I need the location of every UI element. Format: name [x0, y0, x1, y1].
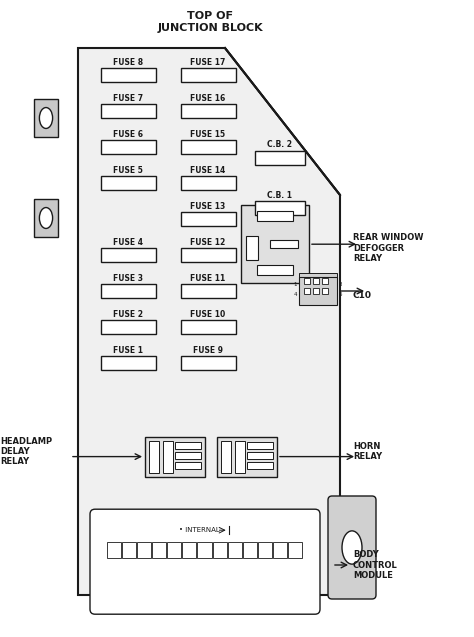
- Bar: [247, 441, 273, 448]
- Bar: [243, 542, 257, 558]
- Bar: [246, 236, 258, 260]
- Bar: [255, 151, 305, 165]
- Ellipse shape: [342, 531, 362, 564]
- Bar: [247, 462, 273, 469]
- Bar: [145, 436, 205, 476]
- Text: FUSE 9: FUSE 9: [193, 345, 223, 355]
- Text: C10: C10: [353, 290, 372, 299]
- Text: FUSE 10: FUSE 10: [191, 310, 226, 318]
- Text: TOP OF
JUNCTION BLOCK: TOP OF JUNCTION BLOCK: [157, 11, 263, 32]
- Bar: [175, 441, 201, 448]
- Bar: [181, 176, 236, 190]
- Text: FUSE 17: FUSE 17: [191, 57, 226, 66]
- Bar: [241, 205, 309, 283]
- Bar: [313, 288, 319, 294]
- Bar: [137, 542, 151, 558]
- Text: FUSE 16: FUSE 16: [191, 94, 226, 103]
- Bar: [175, 452, 201, 459]
- Bar: [181, 212, 236, 226]
- Bar: [257, 265, 293, 275]
- Bar: [163, 441, 173, 473]
- Bar: [167, 542, 182, 558]
- Bar: [181, 248, 236, 262]
- Bar: [304, 278, 310, 284]
- Bar: [100, 140, 155, 154]
- Bar: [258, 542, 272, 558]
- FancyBboxPatch shape: [90, 509, 320, 614]
- Text: 6: 6: [339, 292, 343, 296]
- Text: 4: 4: [293, 292, 297, 296]
- Text: • INTERNAL: • INTERNAL: [179, 527, 219, 533]
- Bar: [100, 176, 155, 190]
- Bar: [228, 542, 242, 558]
- Bar: [152, 542, 166, 558]
- Bar: [181, 68, 236, 82]
- Text: C.B. 1: C.B. 1: [267, 190, 292, 200]
- Text: BODY
CONTROL
MODULE: BODY CONTROL MODULE: [353, 550, 398, 580]
- Bar: [313, 278, 319, 284]
- Bar: [100, 68, 155, 82]
- Text: HORN
RELAY: HORN RELAY: [353, 442, 382, 461]
- Bar: [299, 277, 337, 305]
- Bar: [257, 211, 293, 221]
- Bar: [181, 284, 236, 298]
- Text: HEADLAMP
DELAY
RELAY: HEADLAMP DELAY RELAY: [0, 437, 52, 466]
- Text: FUSE 11: FUSE 11: [191, 273, 226, 282]
- Ellipse shape: [39, 208, 53, 229]
- Bar: [100, 320, 155, 334]
- Bar: [235, 441, 245, 473]
- Bar: [182, 542, 196, 558]
- Ellipse shape: [39, 108, 53, 129]
- Text: C.B. 2: C.B. 2: [267, 140, 292, 149]
- Text: FUSE 15: FUSE 15: [191, 129, 226, 138]
- Text: FUSE 2: FUSE 2: [113, 310, 143, 318]
- Bar: [149, 441, 159, 473]
- Bar: [181, 140, 236, 154]
- Bar: [217, 436, 277, 476]
- Text: FUSE 13: FUSE 13: [191, 201, 226, 210]
- Text: FUSE 3: FUSE 3: [113, 273, 143, 282]
- Bar: [34, 199, 58, 237]
- Text: 3: 3: [339, 282, 343, 287]
- Text: FUSE 14: FUSE 14: [191, 166, 226, 175]
- Bar: [181, 320, 236, 334]
- FancyBboxPatch shape: [328, 496, 376, 599]
- Bar: [100, 284, 155, 298]
- Bar: [181, 356, 236, 370]
- Text: FUSE 6: FUSE 6: [113, 129, 143, 138]
- Bar: [34, 99, 58, 137]
- Bar: [100, 248, 155, 262]
- Bar: [100, 356, 155, 370]
- Bar: [304, 288, 310, 294]
- Bar: [107, 542, 121, 558]
- Bar: [100, 104, 155, 118]
- Text: 1: 1: [293, 282, 297, 287]
- Text: FUSE 1: FUSE 1: [113, 345, 143, 355]
- Text: FUSE 5: FUSE 5: [113, 166, 143, 175]
- Bar: [175, 462, 201, 469]
- Bar: [212, 542, 227, 558]
- Bar: [198, 542, 211, 558]
- Bar: [270, 240, 298, 248]
- Text: REAR WINDOW
DEFOGGER
RELAY: REAR WINDOW DEFOGGER RELAY: [353, 233, 423, 263]
- Polygon shape: [78, 48, 340, 595]
- Text: FUSE 8: FUSE 8: [113, 57, 143, 66]
- Text: FUSE 12: FUSE 12: [191, 238, 226, 247]
- Bar: [288, 542, 302, 558]
- Text: FUSE 7: FUSE 7: [113, 94, 143, 103]
- Bar: [181, 104, 236, 118]
- Bar: [221, 441, 231, 473]
- Text: FUSE 4: FUSE 4: [113, 238, 143, 247]
- Bar: [322, 278, 328, 284]
- Bar: [122, 542, 136, 558]
- Bar: [255, 201, 305, 215]
- Bar: [299, 273, 337, 279]
- Bar: [322, 288, 328, 294]
- Bar: [273, 542, 287, 558]
- Bar: [247, 452, 273, 459]
